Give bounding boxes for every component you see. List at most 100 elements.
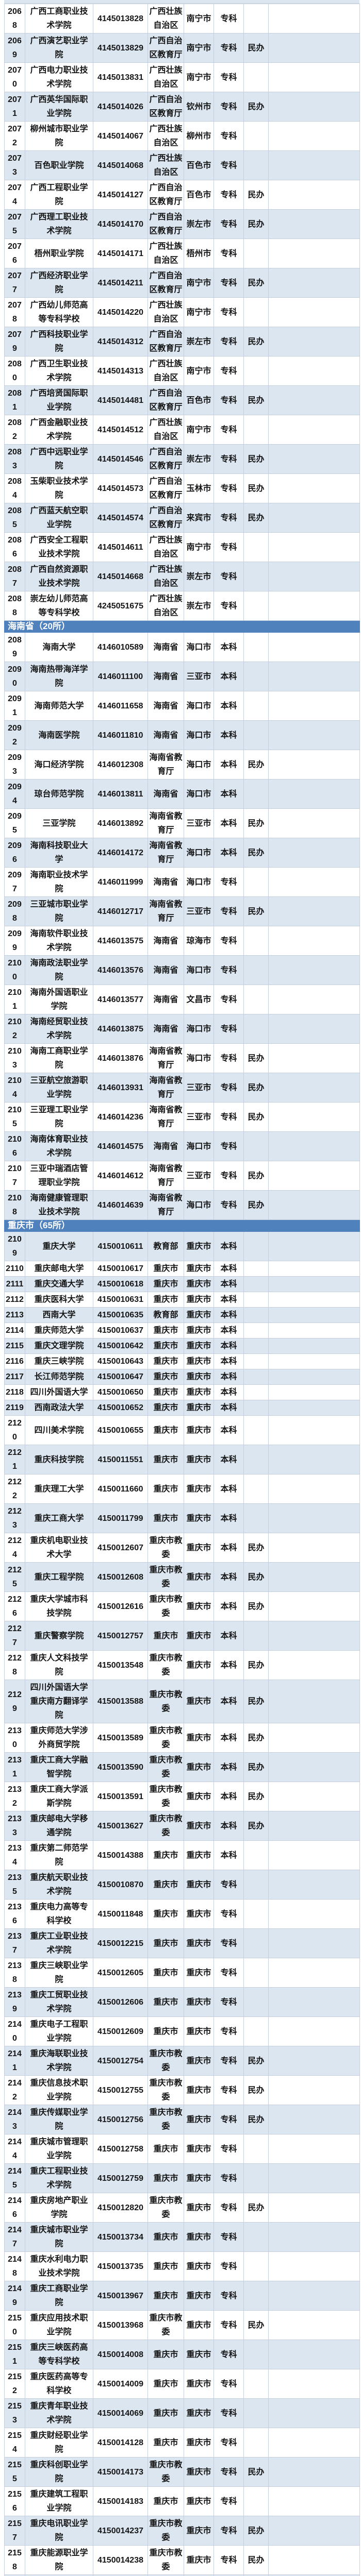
authority-cell: 重庆市 (147, 1503, 184, 1533)
city-cell: 重庆市 (184, 1261, 214, 1277)
seq-cell: 2151 (4, 2340, 25, 2369)
authority-cell: 重庆市教委 (147, 2516, 184, 2546)
authority-cell: 重庆市 (147, 2222, 184, 2252)
school-code-cell: 4150010637 (93, 1323, 148, 1338)
ownership-cell (243, 150, 269, 180)
ownership-cell (243, 297, 269, 327)
authority-cell: 教育部 (147, 1307, 184, 1323)
city-cell: 重庆市 (184, 2428, 214, 2458)
university-row: 2099 海南软件职业技术学院 4146013575 海南省 琼海市 专科 (4, 926, 360, 956)
school-code-cell: 4150010650 (93, 1384, 148, 1400)
school-code-cell: 4150014173 (93, 2457, 148, 2487)
school-name-cell: 海南健康管理职业技术学院 (25, 1190, 93, 1220)
previous-row-partial-strip (4, 0, 359, 4)
seq-cell: 2134 (4, 1840, 25, 1870)
university-row: 2076 梧州职业学院 4145014171 广西壮族自治区 梧州市 专科 (4, 239, 360, 268)
school-name-cell: 海南职业技术学院 (25, 867, 93, 897)
city-cell: 琼海市 (184, 926, 214, 956)
school-code-cell: 4150012215 (93, 1928, 148, 1958)
city-cell: 重庆市 (184, 1811, 214, 1841)
university-row: 2109 重庆大学 4150010611 教育部 重庆市 本科 (4, 1231, 360, 1261)
city-cell: 重庆市 (184, 1369, 214, 1385)
level-cell: 本科 (214, 808, 244, 838)
school-code-cell: 4145014068 (93, 150, 148, 180)
seq-cell: 2109 (4, 1231, 25, 1261)
seq-cell: 2105 (4, 1102, 25, 1132)
level-cell: 专科 (214, 955, 244, 985)
spacer-cell (268, 2516, 360, 2546)
ownership-cell (243, 2398, 269, 2428)
seq-cell: 2076 (4, 239, 25, 268)
school-code-cell: 4150012820 (93, 2193, 148, 2223)
school-name-cell: 广西理工职业技术学院 (25, 209, 93, 239)
seq-cell: 2117 (4, 1369, 25, 1385)
university-row: 2071 广西英华国际职业学院 4145014026 广西自治区教育厅 钦州市 专科 民办 (4, 92, 360, 122)
city-cell: 重庆市 (184, 2222, 214, 2252)
spacer-cell (268, 356, 360, 386)
spacer-cell (268, 297, 360, 327)
ownership-cell (243, 62, 269, 92)
spacer-cell (268, 2163, 360, 2193)
spacer-cell (268, 1415, 360, 1445)
school-name-cell: 海南经贸职业技术学院 (25, 1014, 93, 1044)
authority-cell: 重庆市教委 (147, 1562, 184, 1592)
authority-cell: 重庆市教委 (147, 1680, 184, 1723)
level-cell: 专科 (214, 327, 244, 357)
city-cell: 重庆市 (184, 2134, 214, 2164)
city-cell: 南宁市 (184, 33, 214, 63)
school-code-cell: 4150012609 (93, 2016, 148, 2046)
spacer-cell (268, 1231, 360, 1261)
level-cell: 专科 (214, 150, 244, 180)
city-cell: 百色市 (184, 385, 214, 415)
level-cell: 专科 (214, 1014, 244, 1044)
level-cell: 专科 (214, 2340, 244, 2369)
spacer-cell (268, 1474, 360, 1504)
city-cell: 柳州市 (184, 121, 214, 151)
authority-cell: 海南省教育厅 (147, 1102, 184, 1132)
seq-cell: 2132 (4, 1782, 25, 1811)
university-row: 2077 广西经济职业学院 4145014211 广西自治区教育厅 南宁市 专科 民办 (4, 268, 360, 298)
school-name-cell: 重庆电子工程职业学院 (25, 2016, 93, 2046)
city-cell: 重庆市 (184, 1276, 214, 1292)
school-code-cell: 4146013892 (93, 808, 148, 838)
ownership-cell (243, 720, 269, 750)
ownership-cell (243, 985, 269, 1014)
school-name-cell: 重庆工商职业学院 (25, 2281, 93, 2311)
school-code-cell: 4146014639 (93, 1190, 148, 1220)
university-row: 2074 广西工程职业学院 4145014127 广西自治区教育厅 百色市 专科 民办 (4, 180, 360, 210)
school-code-cell: 4146012717 (93, 896, 148, 926)
level-cell: 专科 (214, 2163, 244, 2193)
university-row: 2078 广西幼儿师范高等专科学校 4145014220 广西壮族自治区 南宁市 专科 (4, 297, 360, 327)
school-name-cell: 重庆邮电大学移通学院 (25, 1811, 93, 1841)
university-row: 2128 重庆人文科技学院 4150013548 重庆市教委 重庆市 本科 民办 (4, 1650, 360, 1680)
university-list-table: 2068 广西工商职业技术学院 4145013828 广西壮族自治区 南宁市 专科 2069… (4, 4, 360, 2576)
authority-cell: 广西自治区教育厅 (147, 327, 184, 357)
authority-cell: 海南省教育厅 (147, 808, 184, 838)
school-code-cell: 4146012308 (93, 750, 148, 779)
university-row: 2095 三亚学院 4146013892 海南省教育厅 三亚市 本科 民办 (4, 808, 360, 838)
ownership-cell: 民办 (243, 209, 269, 239)
university-row: 2121 重庆科技学院 4150011551 重庆市 重庆市 本科 (4, 1445, 360, 1475)
level-cell: 专科 (214, 2428, 244, 2458)
spacer-cell (268, 2075, 360, 2105)
ownership-cell: 民办 (243, 1161, 269, 1191)
university-row: 2152 重庆医药高等专科学校 4150014009 重庆市 重庆市 专科 (4, 2369, 360, 2399)
seq-cell: 2122 (4, 1474, 25, 1504)
school-name-cell: 梧州职业学院 (25, 239, 93, 268)
ownership-cell (243, 1014, 269, 1044)
level-cell: 专科 (214, 1870, 244, 1900)
ownership-cell: 民办 (243, 33, 269, 63)
level-cell: 专科 (214, 444, 244, 474)
authority-cell: 海南省 (147, 662, 184, 691)
level-cell: 本科 (214, 1591, 244, 1621)
city-cell: 三亚市 (184, 1102, 214, 1132)
seq-cell: 2135 (4, 1870, 25, 1900)
city-cell: 南宁市 (184, 297, 214, 327)
ownership-cell (243, 1231, 269, 1261)
school-code-cell: 4150013588 (93, 1680, 148, 1723)
city-cell: 重庆市 (184, 1782, 214, 1811)
ownership-cell (243, 1338, 269, 1354)
school-code-cell: 4150013591 (93, 1782, 148, 1811)
seq-cell: 2150 (4, 2310, 25, 2340)
spacer-cell (268, 867, 360, 897)
